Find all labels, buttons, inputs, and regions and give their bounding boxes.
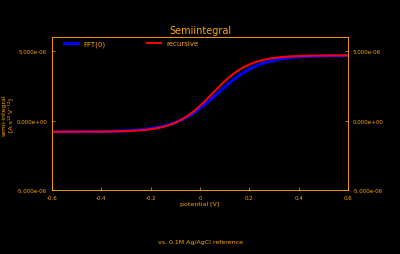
FFT(0) [50, 131, 54, 134]
Line: recursive: recursive [52, 56, 348, 132]
recursive [337, 55, 342, 58]
Title: Semiintegral: Semiintegral [169, 26, 231, 36]
recursive [65, 131, 70, 134]
Y-axis label: semi-integral
[A s¹² V⁻¹²]: semi-integral [A s¹² V⁻¹²] [2, 93, 14, 135]
FFT(0) [346, 55, 350, 58]
Line: FFT(0): FFT(0) [52, 56, 348, 132]
Legend: FFT(0), recursive: FFT(0), recursive [61, 39, 202, 51]
recursive [337, 55, 342, 58]
X-axis label: potential [V]: potential [V] [180, 202, 220, 207]
recursive [50, 131, 54, 134]
recursive [283, 56, 288, 59]
FFT(0) [283, 58, 288, 61]
recursive [194, 108, 198, 112]
recursive [346, 55, 350, 58]
Text: vs. 0.1M Ag/AgCl reference: vs. 0.1M Ag/AgCl reference [158, 239, 242, 244]
FFT(0) [186, 115, 190, 118]
recursive [186, 115, 190, 118]
FFT(0) [337, 55, 342, 58]
FFT(0) [194, 110, 198, 113]
FFT(0) [337, 55, 342, 58]
FFT(0) [65, 131, 70, 134]
